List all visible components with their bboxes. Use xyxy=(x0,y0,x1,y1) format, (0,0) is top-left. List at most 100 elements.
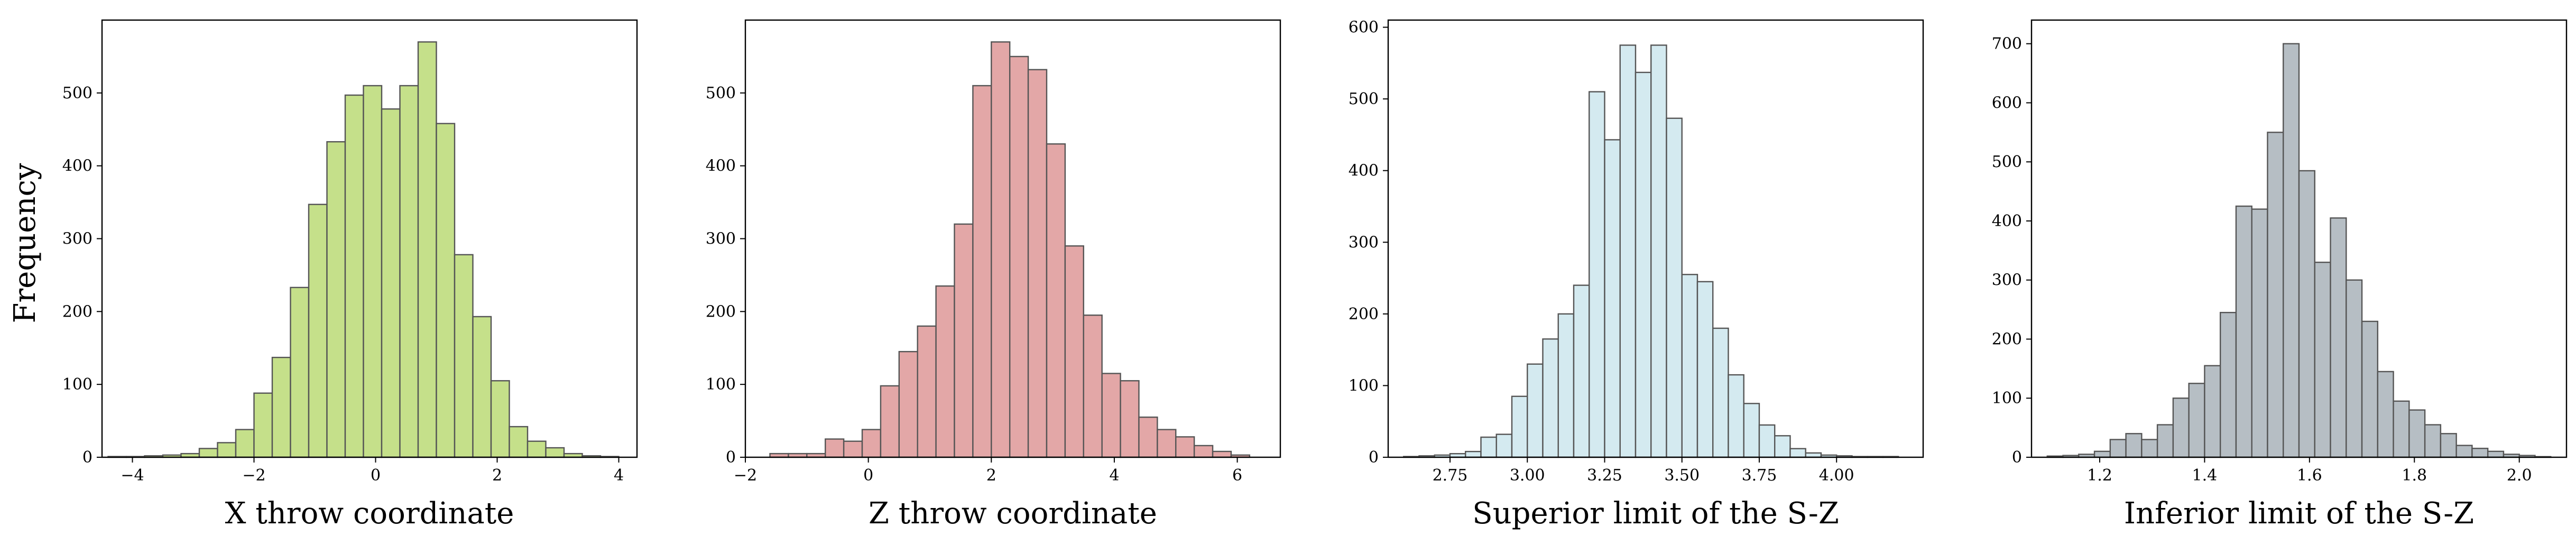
y-tick-label: 0 xyxy=(1369,448,1379,467)
y-tick-label: 500 xyxy=(1992,153,2022,171)
x-tick-label: 0 xyxy=(371,466,381,485)
y-tick-label: 300 xyxy=(1992,271,2022,290)
x-tick-label: 3.25 xyxy=(1587,466,1622,485)
histogram-bar xyxy=(2298,170,2315,458)
histogram-bar xyxy=(2393,400,2410,458)
histogram-bar xyxy=(509,426,529,458)
x-tick-label: 1.6 xyxy=(2297,466,2322,485)
y-tick-label: 100 xyxy=(706,375,736,394)
histogram-bar xyxy=(2172,398,2190,458)
histogram-bar xyxy=(1589,91,1605,458)
histogram-bar xyxy=(1635,71,1652,458)
figure-ylabel: Frequency xyxy=(8,163,42,323)
histogram-bar xyxy=(843,440,863,458)
y-tick-label: 300 xyxy=(62,230,93,248)
histogram-bar xyxy=(1064,245,1084,458)
histogram-bar xyxy=(1557,313,1575,458)
histogram-bar xyxy=(235,429,255,458)
histogram-bar xyxy=(880,385,900,458)
histogram-bar xyxy=(917,325,937,458)
histogram-bar xyxy=(271,356,291,458)
histogram-bar xyxy=(1650,44,1667,458)
histogram-panel-1: −4 −2 0 2 4 0 100 200 300 400 500 X throw coordinat… xyxy=(62,19,638,531)
histogram-bar xyxy=(2455,445,2473,458)
y-tick-label: 200 xyxy=(1992,330,2022,348)
histogram-panel-3: 2.75 3.00 3.25 3.50 3.75 4.00 0 100 200 300 400 500… xyxy=(1349,19,1924,531)
histogram-bar xyxy=(1604,139,1621,458)
x-tick-label: 1.2 xyxy=(2087,466,2112,485)
histogram-bar xyxy=(1728,374,1744,458)
histogram-bar xyxy=(1175,436,1195,458)
y-tick-label: 100 xyxy=(1349,376,1379,395)
x-tick-label: 3.50 xyxy=(1664,466,1700,485)
histogram-bar xyxy=(1712,327,1729,458)
histogram-bar xyxy=(1666,117,1683,458)
y-tick-label: 700 xyxy=(1992,35,2022,53)
y-tick-label: 300 xyxy=(1349,233,1379,252)
histogram-bar xyxy=(2093,450,2111,458)
x-tick-label: −2 xyxy=(734,466,757,485)
x-tick-label: 6 xyxy=(1232,466,1242,485)
histogram-bar xyxy=(954,223,974,458)
x-tick-label: 4.00 xyxy=(1819,466,1854,485)
histogram-bar xyxy=(825,438,845,458)
histogram-bar xyxy=(2251,208,2268,458)
histogram-bar xyxy=(2109,439,2127,458)
y-tick-label: 600 xyxy=(1349,19,1379,37)
histogram-bar xyxy=(1083,315,1103,458)
histogram-bar xyxy=(1774,435,1791,458)
histogram-bar xyxy=(472,316,492,458)
histogram-bar xyxy=(2156,424,2174,458)
x-tick-label: 2 xyxy=(986,466,996,485)
y-tick-label: 500 xyxy=(1349,90,1379,108)
histogram-bar xyxy=(1743,403,1760,458)
histogram-bar xyxy=(1511,395,1528,458)
y-tick-label: 300 xyxy=(706,230,736,248)
histogram-bar xyxy=(2330,217,2347,458)
histogram-bar xyxy=(1542,338,1559,458)
histogram-bar xyxy=(935,285,955,458)
histogram-bar xyxy=(1009,56,1029,458)
histogram-bar xyxy=(1573,284,1590,458)
y-tick-label: 400 xyxy=(706,157,736,175)
histogram-bar xyxy=(2314,262,2331,458)
histogram-bar xyxy=(545,447,565,458)
x-tick-label: −4 xyxy=(121,466,144,485)
histogram-bar xyxy=(217,442,237,458)
histogram-bar xyxy=(1212,450,1232,458)
y-tick-label: 0 xyxy=(726,448,736,467)
y-tick-label: 200 xyxy=(62,302,93,321)
histogram-bar xyxy=(2219,311,2237,458)
y-tick-label: 0 xyxy=(2012,448,2022,467)
x-tick-label: 3.00 xyxy=(1510,466,1545,485)
histogram-bar xyxy=(2346,279,2363,458)
y-tick-label: 400 xyxy=(62,157,93,175)
histogram-bar xyxy=(363,85,383,458)
histogram-panel-4: 1.2 1.4 1.6 1.8 2.0 0 100 200 300 400 500 600 700 Inf… xyxy=(1992,19,2568,531)
histogram-bar xyxy=(454,254,474,458)
histogram-bar xyxy=(490,380,510,458)
histogram-bar xyxy=(2424,424,2442,458)
histogram-bar xyxy=(1696,281,1714,458)
histogram-bar xyxy=(898,350,918,458)
axes-frame xyxy=(1387,19,1924,458)
histogram-bar xyxy=(1027,69,1048,458)
histogram-bar xyxy=(1619,44,1637,458)
histogram-bar xyxy=(1101,373,1121,458)
y-tick-label: 400 xyxy=(1349,162,1379,180)
histogram-bar xyxy=(1681,274,1698,458)
y-tick-label: 400 xyxy=(1992,212,2022,230)
histogram-bar xyxy=(1495,433,1513,458)
histogram-bar xyxy=(1046,143,1066,458)
histogram-bar xyxy=(2361,320,2379,458)
x-tick-label: −2 xyxy=(242,466,265,485)
x-tick-label: 4 xyxy=(1109,466,1119,485)
x-tick-label: 1.4 xyxy=(2192,466,2218,485)
y-tick-label: 100 xyxy=(1992,389,2022,408)
x-tick-label: 3.75 xyxy=(1742,466,1777,485)
x-tick-label: 4 xyxy=(614,466,624,485)
histogram-bar xyxy=(2487,450,2505,458)
y-tick-label: 600 xyxy=(1992,94,2022,112)
